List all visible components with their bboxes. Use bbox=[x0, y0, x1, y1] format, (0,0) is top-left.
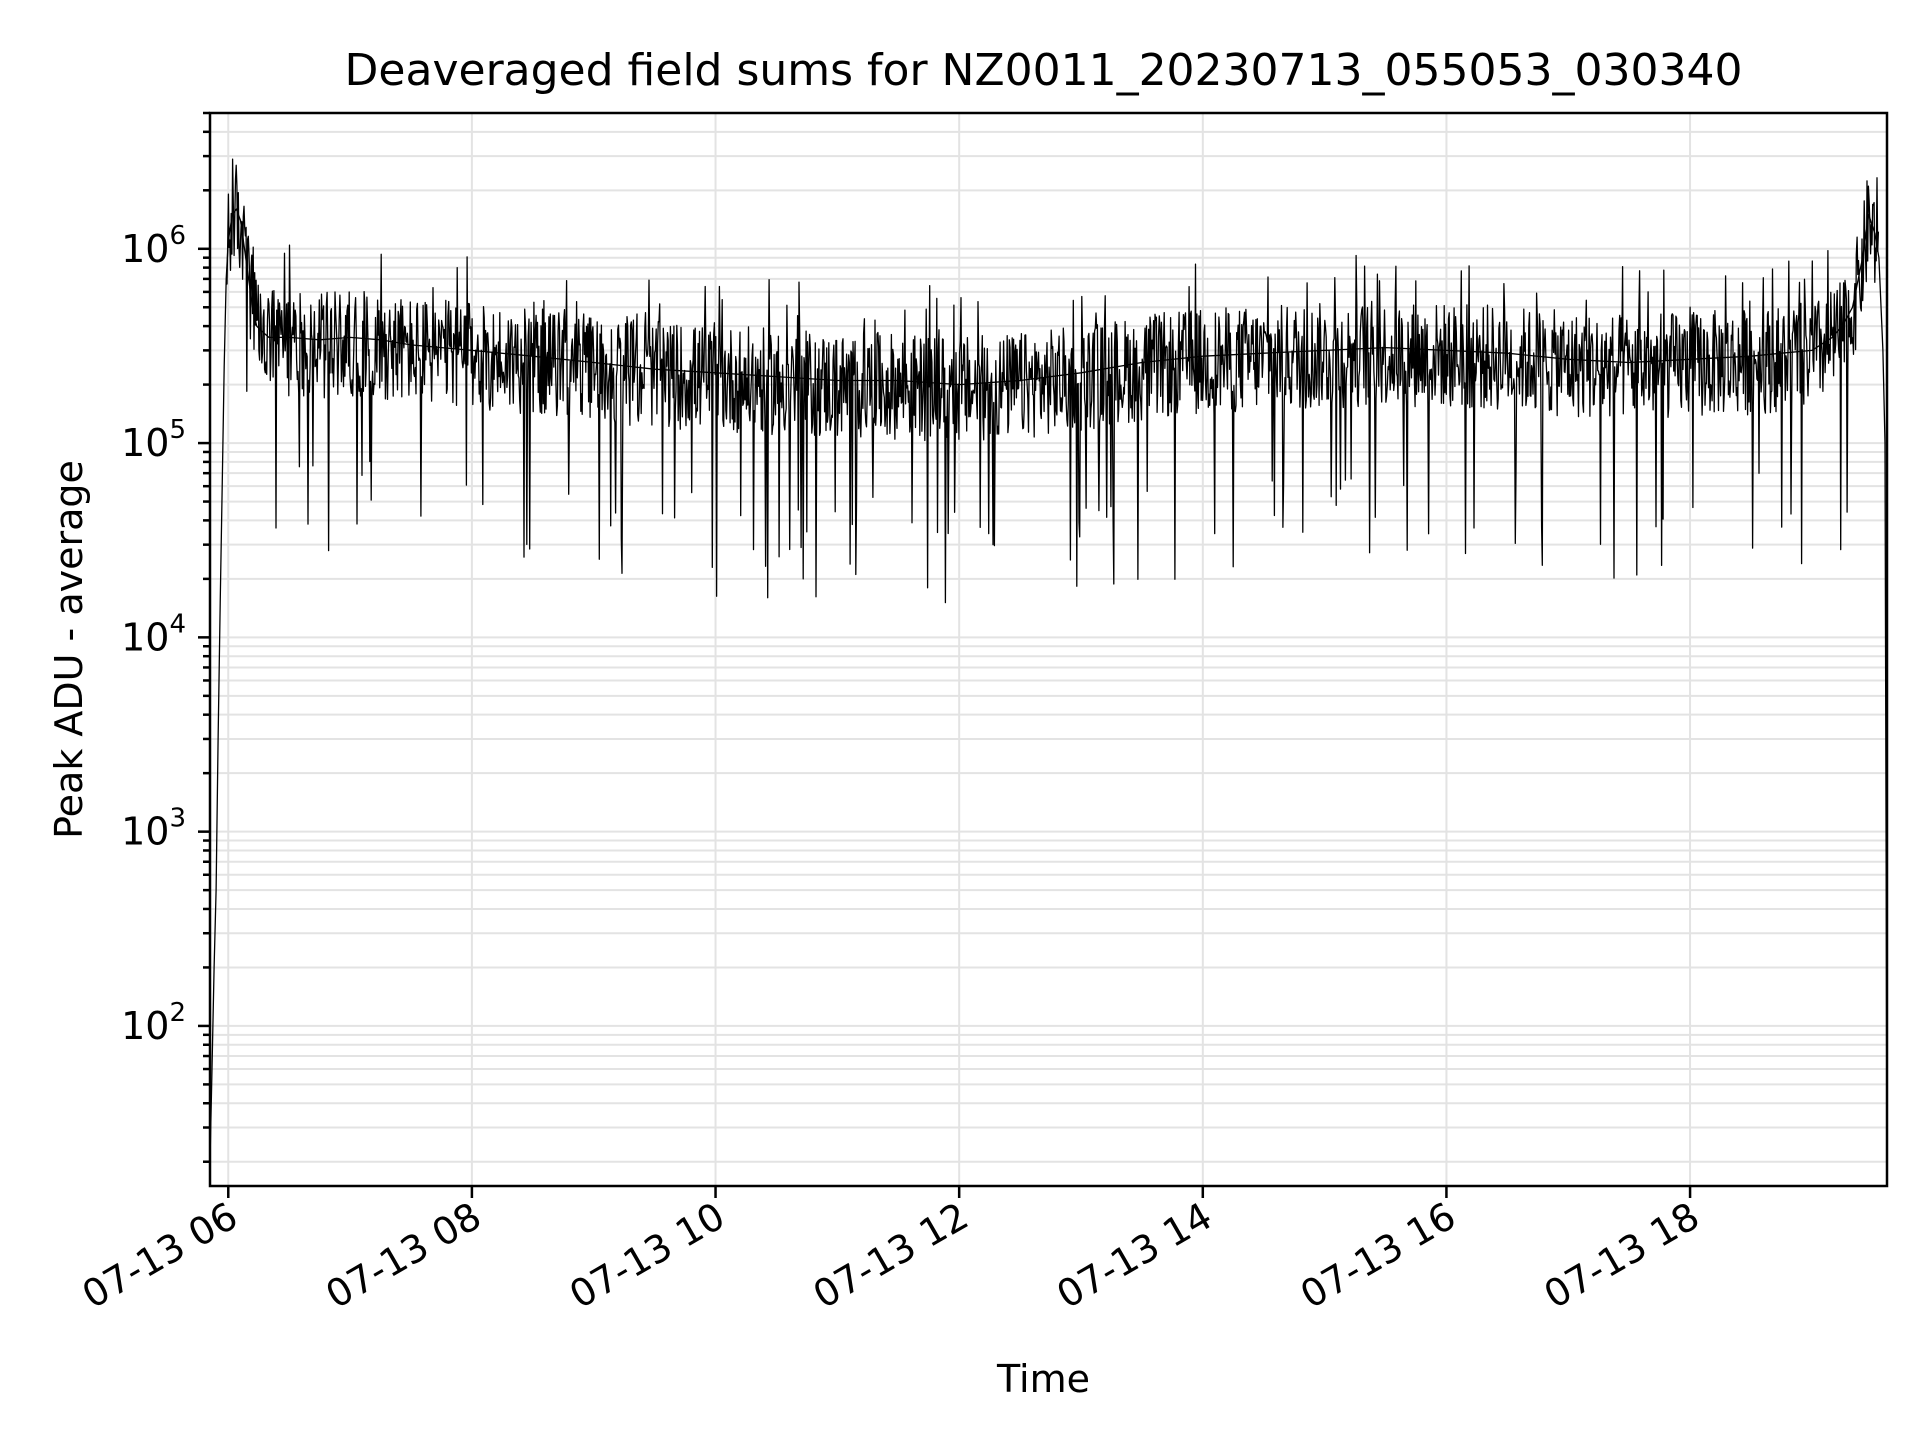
y-tick-label: 105 bbox=[121, 415, 186, 465]
x-axis-label: Time bbox=[996, 1357, 1090, 1401]
x-tick-label: 07-13 08 bbox=[318, 1194, 488, 1318]
y-tick-label: 103 bbox=[121, 804, 186, 854]
series-line bbox=[226, 158, 1880, 604]
plot-frame bbox=[208, 111, 1889, 1188]
grid bbox=[210, 112, 1887, 1186]
y-tick-label: 104 bbox=[121, 609, 186, 659]
x-tick-label: 07-13 14 bbox=[1049, 1194, 1219, 1318]
x-tick-label: 07-13 10 bbox=[562, 1194, 732, 1318]
x-tick-label: 07-13 06 bbox=[75, 1194, 245, 1318]
y-axis-label: Peak ADU - average bbox=[47, 460, 91, 839]
series-layer bbox=[209, 158, 1888, 1187]
y-tick-label: 106 bbox=[121, 221, 186, 271]
chart-title: Deaveraged field sums for NZ0011_2023071… bbox=[345, 45, 1743, 96]
x-tick-label: 07-13 12 bbox=[806, 1194, 976, 1318]
y-tick-label: 102 bbox=[121, 998, 186, 1048]
x-tick-label: 07-13 16 bbox=[1293, 1194, 1463, 1318]
x-tick-label: 07-13 18 bbox=[1537, 1194, 1707, 1318]
